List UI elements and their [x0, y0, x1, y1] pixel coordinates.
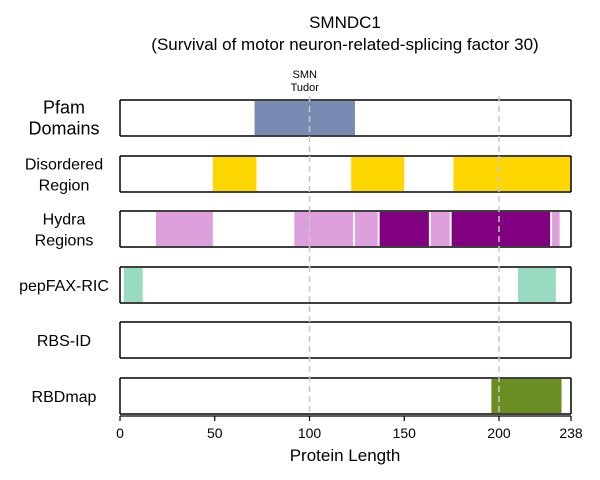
- segment-label: Tudor: [291, 82, 320, 94]
- segment-1: [254, 101, 355, 135]
- x-tick-label-50: 50: [207, 425, 223, 441]
- chart-title: SMNDC1: [309, 13, 381, 32]
- segment-1: [212, 157, 257, 191]
- track-background: [120, 322, 571, 358]
- segment-7: [552, 212, 560, 246]
- x-tick-label-200: 200: [487, 425, 511, 441]
- track-pepfax-ric: pepFAX-RIC: [19, 266, 572, 304]
- segment-1: [123, 268, 143, 302]
- x-axis: 0 50 100 150 200 238: [116, 415, 583, 441]
- track-rbdmap: RBDmap: [32, 377, 572, 415]
- track-hydra-regions: Hydra Regions: [35, 210, 572, 250]
- segment-2: [517, 268, 556, 302]
- track-label: RBDmap: [32, 389, 97, 406]
- track-label: RBS-ID: [37, 333, 91, 350]
- segment-2: [294, 212, 354, 246]
- track-background: [120, 267, 571, 303]
- track-disordered-region: Disordered Region: [25, 155, 572, 195]
- segment-4: [379, 212, 429, 246]
- segment-6: [451, 212, 551, 246]
- x-tick-label-238: 238: [559, 425, 583, 441]
- track-label: Region: [39, 178, 90, 195]
- segment-2: [351, 157, 405, 191]
- x-tick-label-0: 0: [116, 425, 124, 441]
- segment-1: [156, 212, 213, 246]
- segment-3: [354, 212, 378, 246]
- gridlines: [308, 96, 500, 416]
- track-label: Hydra: [43, 212, 86, 229]
- segment-3: [453, 157, 571, 191]
- segment-5: [430, 212, 450, 246]
- track-label: Disordered: [25, 157, 103, 174]
- x-tick-label-150: 150: [393, 425, 417, 441]
- track-label: Regions: [35, 233, 94, 250]
- chart-subtitle: (Survival of motor neuron-related-splici…: [151, 35, 538, 54]
- segment-label: SMN: [293, 69, 318, 81]
- x-tick-label-100: 100: [298, 425, 322, 441]
- segment-1: [491, 379, 562, 413]
- x-axis-title: Protein Length: [290, 446, 401, 465]
- track-label: Pfam: [43, 98, 85, 118]
- track-label: pepFAX-RIC: [19, 278, 109, 295]
- track-rbs-id: RBS-ID: [37, 321, 572, 359]
- track-label: Domains: [28, 119, 99, 139]
